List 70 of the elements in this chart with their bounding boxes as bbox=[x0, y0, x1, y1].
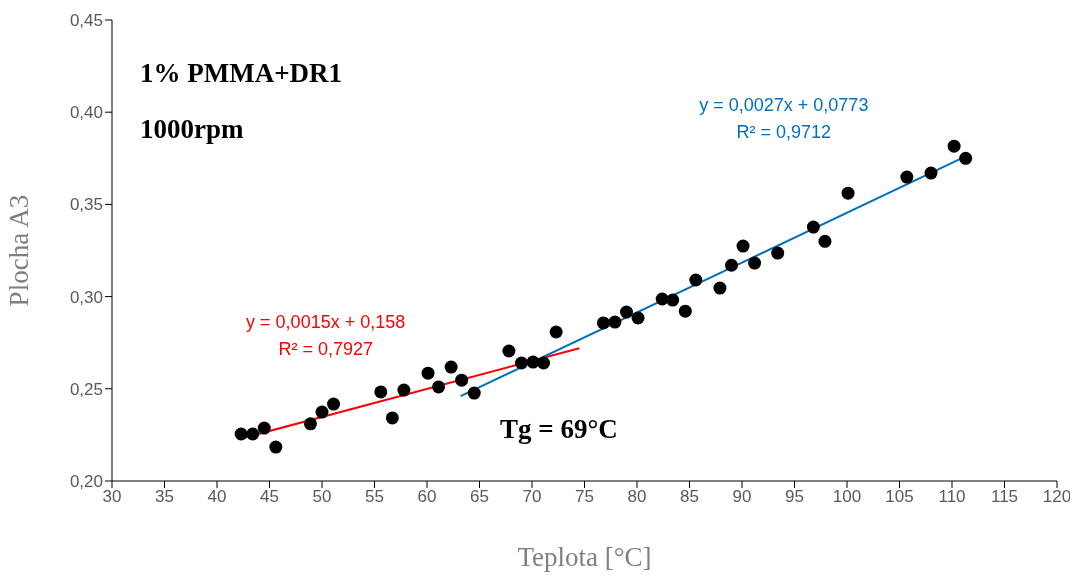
x-tick-label: 60 bbox=[417, 487, 437, 507]
point bbox=[327, 397, 341, 411]
x-tick-label: 50 bbox=[312, 487, 332, 507]
x-tick-label: 105 bbox=[885, 487, 914, 507]
x-tick-label: 120 bbox=[1042, 487, 1072, 507]
point bbox=[467, 386, 481, 400]
x-tick-label: 35 bbox=[155, 487, 174, 507]
point bbox=[444, 360, 458, 374]
point bbox=[537, 356, 551, 370]
x-tick-label: 65 bbox=[470, 487, 489, 507]
point bbox=[432, 380, 446, 394]
point bbox=[959, 151, 973, 165]
point bbox=[947, 139, 961, 153]
point bbox=[421, 366, 435, 380]
x-axis-title: Teplota [°C] bbox=[517, 542, 652, 572]
annotation: Tg = 69°C bbox=[500, 414, 618, 444]
point bbox=[620, 305, 633, 319]
point bbox=[924, 166, 938, 180]
point bbox=[234, 427, 248, 441]
x-tick-label: 80 bbox=[627, 487, 647, 507]
point bbox=[725, 258, 738, 272]
series-label: y = 0,0015x + 0,158 R² = 0,7927 bbox=[246, 312, 406, 359]
x-tick-label: 55 bbox=[365, 487, 384, 507]
y-tick-label: 0,25 bbox=[69, 379, 103, 399]
point bbox=[818, 234, 832, 248]
x-tick-label: 90 bbox=[732, 487, 752, 507]
x-tick-label: 95 bbox=[785, 487, 804, 507]
point bbox=[900, 170, 914, 184]
point bbox=[515, 356, 528, 370]
point bbox=[315, 405, 329, 419]
x-tick-label: 115 bbox=[990, 487, 1019, 507]
annotation: 1000rpm bbox=[140, 114, 244, 144]
point bbox=[771, 246, 785, 260]
y-tick-label: 0,30 bbox=[69, 287, 103, 307]
point bbox=[689, 273, 703, 287]
x-tick-label: 30 bbox=[102, 487, 122, 507]
point bbox=[303, 417, 317, 431]
x-tick-label: 85 bbox=[680, 487, 699, 507]
point bbox=[713, 281, 727, 295]
y-axis-title: Plocha A3 bbox=[3, 194, 34, 307]
point bbox=[608, 315, 622, 329]
point bbox=[666, 293, 680, 307]
y-tick-label: 0,35 bbox=[69, 195, 103, 215]
point bbox=[736, 239, 750, 253]
x-tick-label: 110 bbox=[938, 487, 966, 507]
point bbox=[631, 311, 645, 325]
y-tick-label: 0,20 bbox=[69, 472, 103, 492]
point bbox=[257, 421, 271, 435]
x-tick-label: 100 bbox=[832, 487, 862, 507]
point bbox=[385, 411, 399, 425]
point bbox=[841, 186, 855, 200]
y-tick-label: 0,45 bbox=[69, 11, 103, 31]
point bbox=[502, 344, 516, 358]
point bbox=[397, 383, 411, 397]
point bbox=[748, 256, 762, 270]
point bbox=[806, 220, 820, 234]
point bbox=[374, 385, 388, 399]
x-tick-label: 45 bbox=[260, 487, 279, 507]
text: y = 0,0027x + 0,0773 R² = 0,9712 bbox=[699, 94, 869, 142]
x-tick-label: 75 bbox=[575, 487, 594, 507]
annotation: 1% PMMA+DR1 bbox=[140, 58, 343, 88]
point bbox=[269, 440, 283, 454]
point bbox=[455, 373, 469, 387]
point bbox=[678, 304, 692, 318]
x-tick-label: 40 bbox=[207, 487, 227, 507]
point bbox=[596, 316, 610, 330]
x-tick-label: 70 bbox=[522, 487, 542, 507]
point bbox=[246, 427, 260, 441]
point bbox=[549, 325, 563, 339]
y-tick-label: 0,40 bbox=[69, 103, 103, 123]
